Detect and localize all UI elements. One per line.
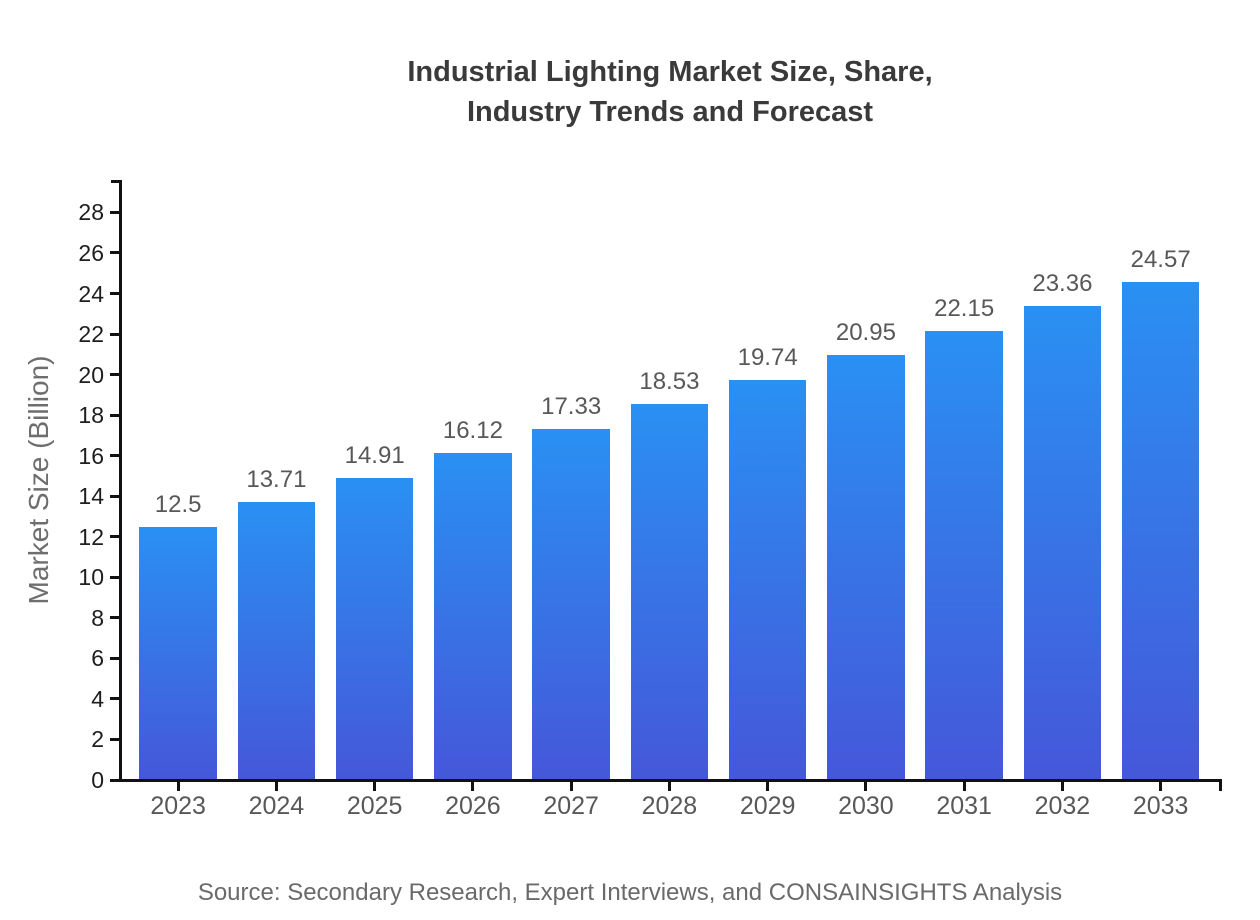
- y-tick-label: 6: [91, 645, 104, 672]
- bar: [1023, 306, 1102, 779]
- x-tick-label: 2028: [641, 792, 698, 820]
- bar: [532, 428, 610, 779]
- y-tick: [110, 454, 120, 458]
- x-tick: [471, 781, 475, 791]
- y-tick: [110, 413, 120, 417]
- x-tick: [1060, 781, 1064, 791]
- y-tick-label: 26: [78, 239, 104, 266]
- x-tick: [864, 781, 868, 791]
- bar: [335, 477, 414, 779]
- y-tick-label: 20: [78, 361, 104, 388]
- bar-value-label: 22.15: [934, 295, 995, 323]
- y-tick: [110, 535, 120, 539]
- bar: [630, 404, 709, 779]
- x-tick: [373, 781, 377, 791]
- x-tick: [274, 781, 278, 791]
- x-tick-label: 2023: [150, 792, 206, 820]
- bar-value-label: 17.33: [541, 392, 602, 420]
- y-tick: [110, 778, 120, 782]
- x-tick: [1159, 781, 1163, 791]
- x-tick: [766, 781, 770, 791]
- x-tick-label: 2030: [838, 792, 894, 820]
- y-tick-label: 28: [78, 199, 104, 226]
- bar-value-label: 12.5: [154, 490, 202, 518]
- bar-value-label: 16.12: [442, 417, 503, 445]
- bar: [827, 355, 905, 779]
- y-tick-label: 8: [91, 604, 104, 631]
- bar: [139, 526, 217, 779]
- y-tick: [110, 697, 120, 701]
- bar-value-label: 23.36: [1032, 270, 1093, 298]
- y-tick: [110, 737, 120, 741]
- chart-title: Industrial Lighting Market Size, Share, …: [407, 52, 932, 132]
- bar: [237, 502, 316, 779]
- x-tick-label: 2029: [739, 792, 796, 820]
- y-tick-label: 0: [91, 767, 104, 793]
- y-tick: [110, 373, 120, 377]
- x-tick-label: 2025: [346, 792, 403, 820]
- x-tick-label: 2024: [248, 792, 305, 820]
- y-tick: [110, 292, 120, 296]
- x-tick-label: 2031: [936, 792, 992, 820]
- bar-value-label: 14.91: [344, 441, 405, 469]
- y-tick-label: 22: [78, 321, 104, 348]
- source-note: Source: Secondary Research, Expert Inter…: [197, 879, 1063, 906]
- bar: [925, 331, 1003, 779]
- x-tick: [569, 781, 573, 791]
- y-tick: [110, 251, 120, 255]
- x-tick: [176, 781, 180, 791]
- x-tick-label: 2032: [1034, 792, 1091, 820]
- x-tick-label: 2027: [543, 792, 599, 820]
- y-tick-label: 2: [91, 726, 104, 753]
- bar-value-label: 20.95: [835, 319, 896, 347]
- y-tick-label: 14: [78, 483, 104, 510]
- bar: [728, 379, 807, 779]
- x-axis-line: [118, 778, 1222, 782]
- bar-value-label: 24.57: [1130, 245, 1191, 273]
- bar: [434, 453, 512, 779]
- y-tick: [110, 332, 120, 336]
- y-tick-label: 24: [78, 280, 104, 307]
- y-tick-label: 12: [78, 523, 104, 550]
- bar-value-label: 18.53: [639, 368, 700, 396]
- chart-title-line2: Industry Trends and Forecast: [466, 96, 874, 128]
- chart-title-line1: Industrial Lighting Market Size, Share,: [407, 56, 933, 88]
- x-tick: [667, 781, 671, 791]
- x-tick-label: 2033: [1132, 792, 1189, 820]
- y-tick-label: 4: [91, 685, 104, 712]
- y-tick: [110, 494, 120, 498]
- y-axis-line: [118, 180, 122, 782]
- y-tick-label: 16: [78, 442, 104, 469]
- y-tick: [110, 656, 120, 660]
- y-tick: [110, 575, 120, 579]
- bar-value-label: 19.74: [737, 343, 798, 371]
- y-tick-label: 18: [78, 402, 104, 429]
- y-tick: [110, 210, 120, 214]
- x-tick-label: 2026: [445, 792, 501, 820]
- bar: [1121, 281, 1200, 779]
- y-axis-outer-tick: [111, 180, 120, 183]
- x-tick: [962, 781, 966, 791]
- bar-value-label: 13.71: [246, 466, 307, 494]
- y-tick: [110, 616, 120, 620]
- x-axis-outer-tick: [1219, 778, 1222, 791]
- y-tick-label: 10: [78, 564, 104, 591]
